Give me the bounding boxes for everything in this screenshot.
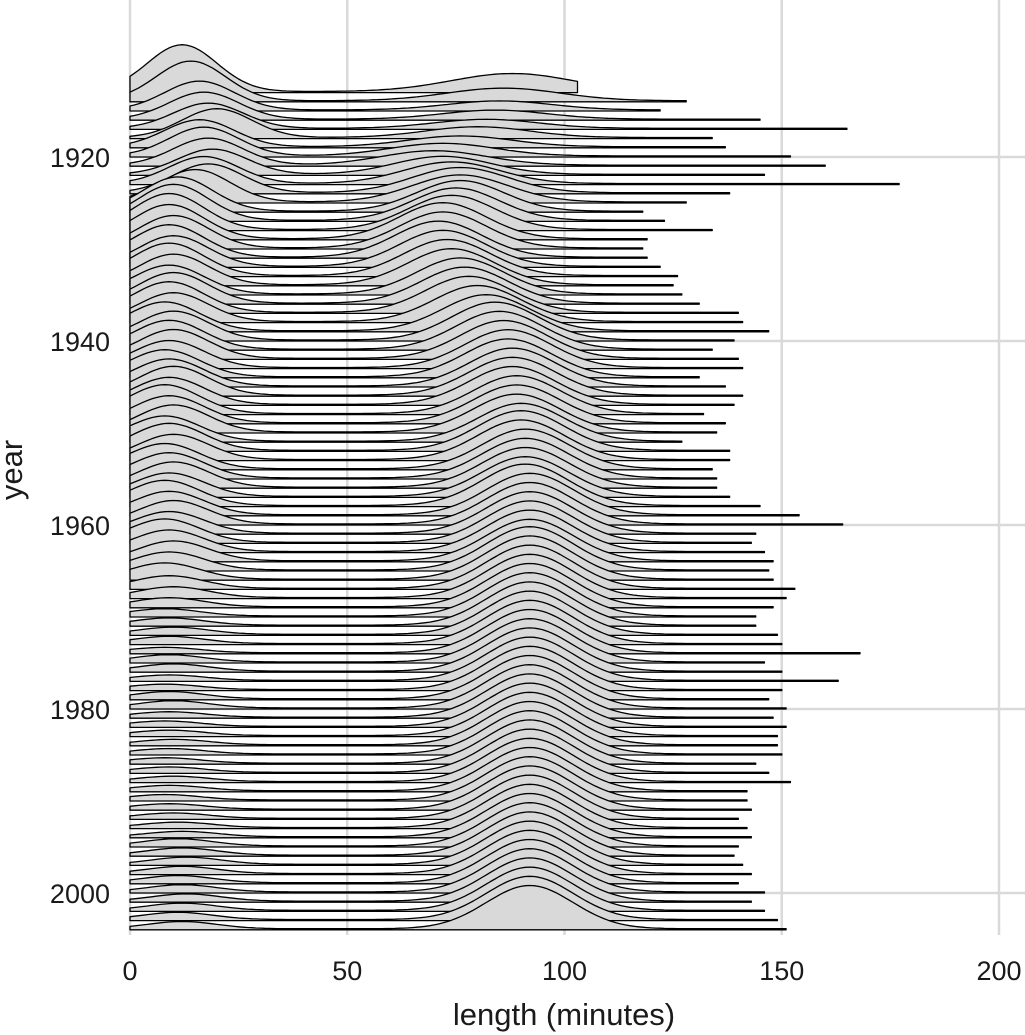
ridge-1978 — [129, 645, 783, 692]
y-tick-label: 1920 — [50, 143, 110, 173]
y-axis-tick-labels: 1920 1940 1960 1980 2000 — [50, 143, 110, 909]
ridge-1924 — [129, 163, 731, 195]
y-tick-label: 1960 — [50, 511, 110, 541]
ridge-1926 — [129, 176, 644, 213]
ridge-1997 — [129, 820, 744, 867]
y-axis-title: year — [0, 440, 29, 500]
ridge-1987 — [129, 728, 770, 775]
y-tick-label: 1980 — [50, 695, 110, 725]
ridge-1983 — [129, 691, 779, 738]
ridge-1939 — [129, 294, 770, 333]
y-tick-label: 2000 — [50, 879, 110, 909]
ridge-1967 — [129, 544, 796, 591]
ridge-2001 — [129, 857, 752, 903]
ridge-1998 — [129, 829, 752, 876]
ridge-1993 — [129, 783, 748, 830]
x-axis-title: length (minutes) — [453, 997, 675, 1032]
ridge-1975 — [129, 618, 766, 664]
ridge-1989 — [129, 746, 748, 793]
ridge-1934 — [129, 248, 674, 287]
ridge-2002 — [129, 866, 766, 913]
ridge-1969 — [129, 562, 774, 609]
ridge-1914 — [129, 60, 687, 103]
x-tick-label: 0 — [122, 956, 137, 986]
ridge-1988 — [129, 737, 792, 784]
x-tick-label: 50 — [332, 956, 362, 986]
ridge-1945 — [129, 347, 726, 388]
ridge-1952 — [129, 410, 731, 453]
ridge-1930 — [129, 211, 644, 250]
ridge-1936 — [129, 266, 700, 305]
ridge-1984 — [129, 700, 779, 747]
ridge-1971 — [129, 581, 757, 627]
ridge-1941 — [129, 310, 713, 351]
ridge-1979 — [129, 654, 770, 701]
ridge-1966 — [129, 535, 774, 581]
ridge-1931 — [129, 220, 648, 259]
x-tick-label: 100 — [542, 956, 587, 986]
y-tick-label: 1940 — [50, 327, 110, 357]
ridge-1980 — [129, 664, 787, 710]
ridge-1947 — [129, 365, 735, 407]
ridge-1981 — [129, 673, 774, 719]
ridge-1960 — [129, 481, 844, 526]
ridge-1972 — [129, 590, 779, 637]
ridge-1913 — [129, 44, 579, 94]
ridge-1961 — [129, 491, 757, 535]
ridge-1990 — [129, 756, 748, 802]
ridge-1991 — [129, 765, 752, 811]
ridge-1986 — [129, 719, 757, 765]
ridge-1932 — [129, 229, 661, 269]
x-axis-tick-labels: 0 50 100 150 200 — [122, 956, 1021, 986]
ridge-1973 — [129, 599, 783, 646]
ridge-1938 — [129, 284, 744, 324]
ridge-2000 — [129, 848, 766, 894]
ridge-1918 — [129, 108, 713, 140]
ridge-1949 — [129, 384, 726, 425]
x-tick-label: 150 — [759, 956, 804, 986]
ridge-1933 — [129, 238, 679, 278]
ridge-1976 — [129, 627, 783, 673]
ridge-1965 — [129, 526, 770, 572]
ridge-1982 — [129, 682, 787, 729]
ridge-1962 — [129, 500, 752, 545]
ridge-1970 — [129, 572, 757, 618]
ridge-1937 — [129, 275, 739, 315]
x-tick-label: 200 — [976, 956, 1021, 986]
ridge-1977 — [129, 636, 839, 683]
ridge-2004 — [129, 884, 787, 931]
density-ridges — [129, 44, 900, 931]
ridge-1968 — [129, 553, 787, 600]
ridge-1994 — [129, 792, 752, 839]
ridge-1915 — [129, 80, 661, 112]
ridge-1985 — [129, 710, 783, 756]
ridge-2003 — [129, 875, 779, 922]
